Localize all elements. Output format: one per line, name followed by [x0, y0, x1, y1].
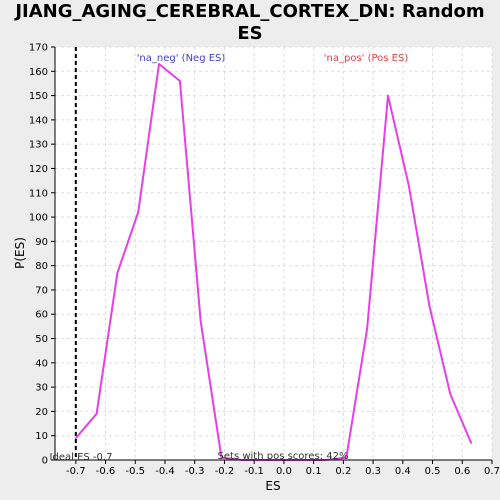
- series-point: [345, 456, 348, 459]
- legend-pos: 'na_pos' (Pos ES): [324, 53, 409, 64]
- series-point: [116, 272, 119, 274]
- series-point: [366, 328, 368, 330]
- x-tick-label: -0.3: [185, 466, 205, 477]
- x-tick-label: -0.6: [96, 466, 116, 477]
- series-point: [95, 413, 98, 415]
- y-tick-label: 40: [35, 358, 48, 369]
- series-point: [137, 211, 140, 213]
- series-point: [428, 306, 431, 308]
- x-tick-label: 0.1: [306, 466, 322, 477]
- y-tick-label: 150: [29, 91, 48, 102]
- y-tick-label: 160: [29, 67, 48, 78]
- series-point: [470, 442, 472, 444]
- series-point: [220, 456, 223, 459]
- x-tick-label: 0.3: [365, 466, 381, 477]
- x-tick-label: 0.6: [454, 466, 470, 477]
- y-axis-label: P(ES): [13, 237, 27, 269]
- y-tick-label: 60: [35, 310, 48, 321]
- y-tick-label: 30: [35, 383, 48, 394]
- chart-title-line1: JIANG_AGING_CEREBRAL_CORTEX_DN: Random E…: [15, 1, 485, 44]
- x-axis-label: ES: [265, 479, 280, 493]
- y-tick-label: 100: [29, 213, 48, 224]
- series-point: [449, 393, 452, 396]
- y-tick-label: 130: [29, 140, 48, 151]
- x-tick-label: 0.2: [335, 466, 351, 477]
- series-point: [75, 437, 77, 439]
- y-tick-label: 120: [29, 164, 48, 175]
- y-tick-label: 90: [35, 237, 48, 248]
- y-tick-label: 140: [29, 115, 48, 126]
- series-point: [387, 94, 389, 97]
- series-point: [158, 63, 160, 65]
- y-tick-label: 0: [42, 456, 48, 467]
- series-point: [199, 320, 202, 323]
- y-tick-label: 20: [35, 407, 48, 418]
- x-tick-label: 0.0: [276, 466, 292, 477]
- x-tick-label: -0.1: [244, 466, 264, 477]
- y-tick-label: 170: [29, 43, 48, 54]
- pos-scores-annotation: Sets with pos scores: 42%: [218, 451, 349, 462]
- x-tick-label: -0.4: [155, 466, 175, 477]
- legend-neg: 'na_neg' (Neg ES): [137, 53, 226, 64]
- x-tick-label: -0.2: [215, 466, 235, 477]
- y-tick-label: 70: [35, 285, 48, 296]
- y-tick-label: 10: [35, 431, 48, 442]
- plot-area: [55, 47, 492, 460]
- x-tick-label: 0.7: [484, 466, 500, 477]
- y-tick-label: 80: [35, 261, 48, 272]
- y-tick-label: 50: [35, 334, 48, 345]
- ideal-es-label: Ideal ES -0.7: [50, 452, 113, 463]
- axes-group: 0 10 20 30 40 50 60 70 80 90 100 110 120 130 140 150 160…: [29, 43, 500, 478]
- labels-group: ES P(ES) 'na_neg' (Neg ES) 'na_pos' (Pos…: [13, 53, 408, 493]
- x-tick-label: -0.5: [126, 466, 146, 477]
- x-tick-label: 0.4: [395, 466, 411, 477]
- series-point: [179, 80, 181, 82]
- x-tick-label: -0.7: [66, 466, 86, 477]
- x-tick-label: 0.5: [425, 466, 441, 477]
- y-tick-label: 110: [29, 188, 48, 199]
- series-point: [407, 184, 410, 187]
